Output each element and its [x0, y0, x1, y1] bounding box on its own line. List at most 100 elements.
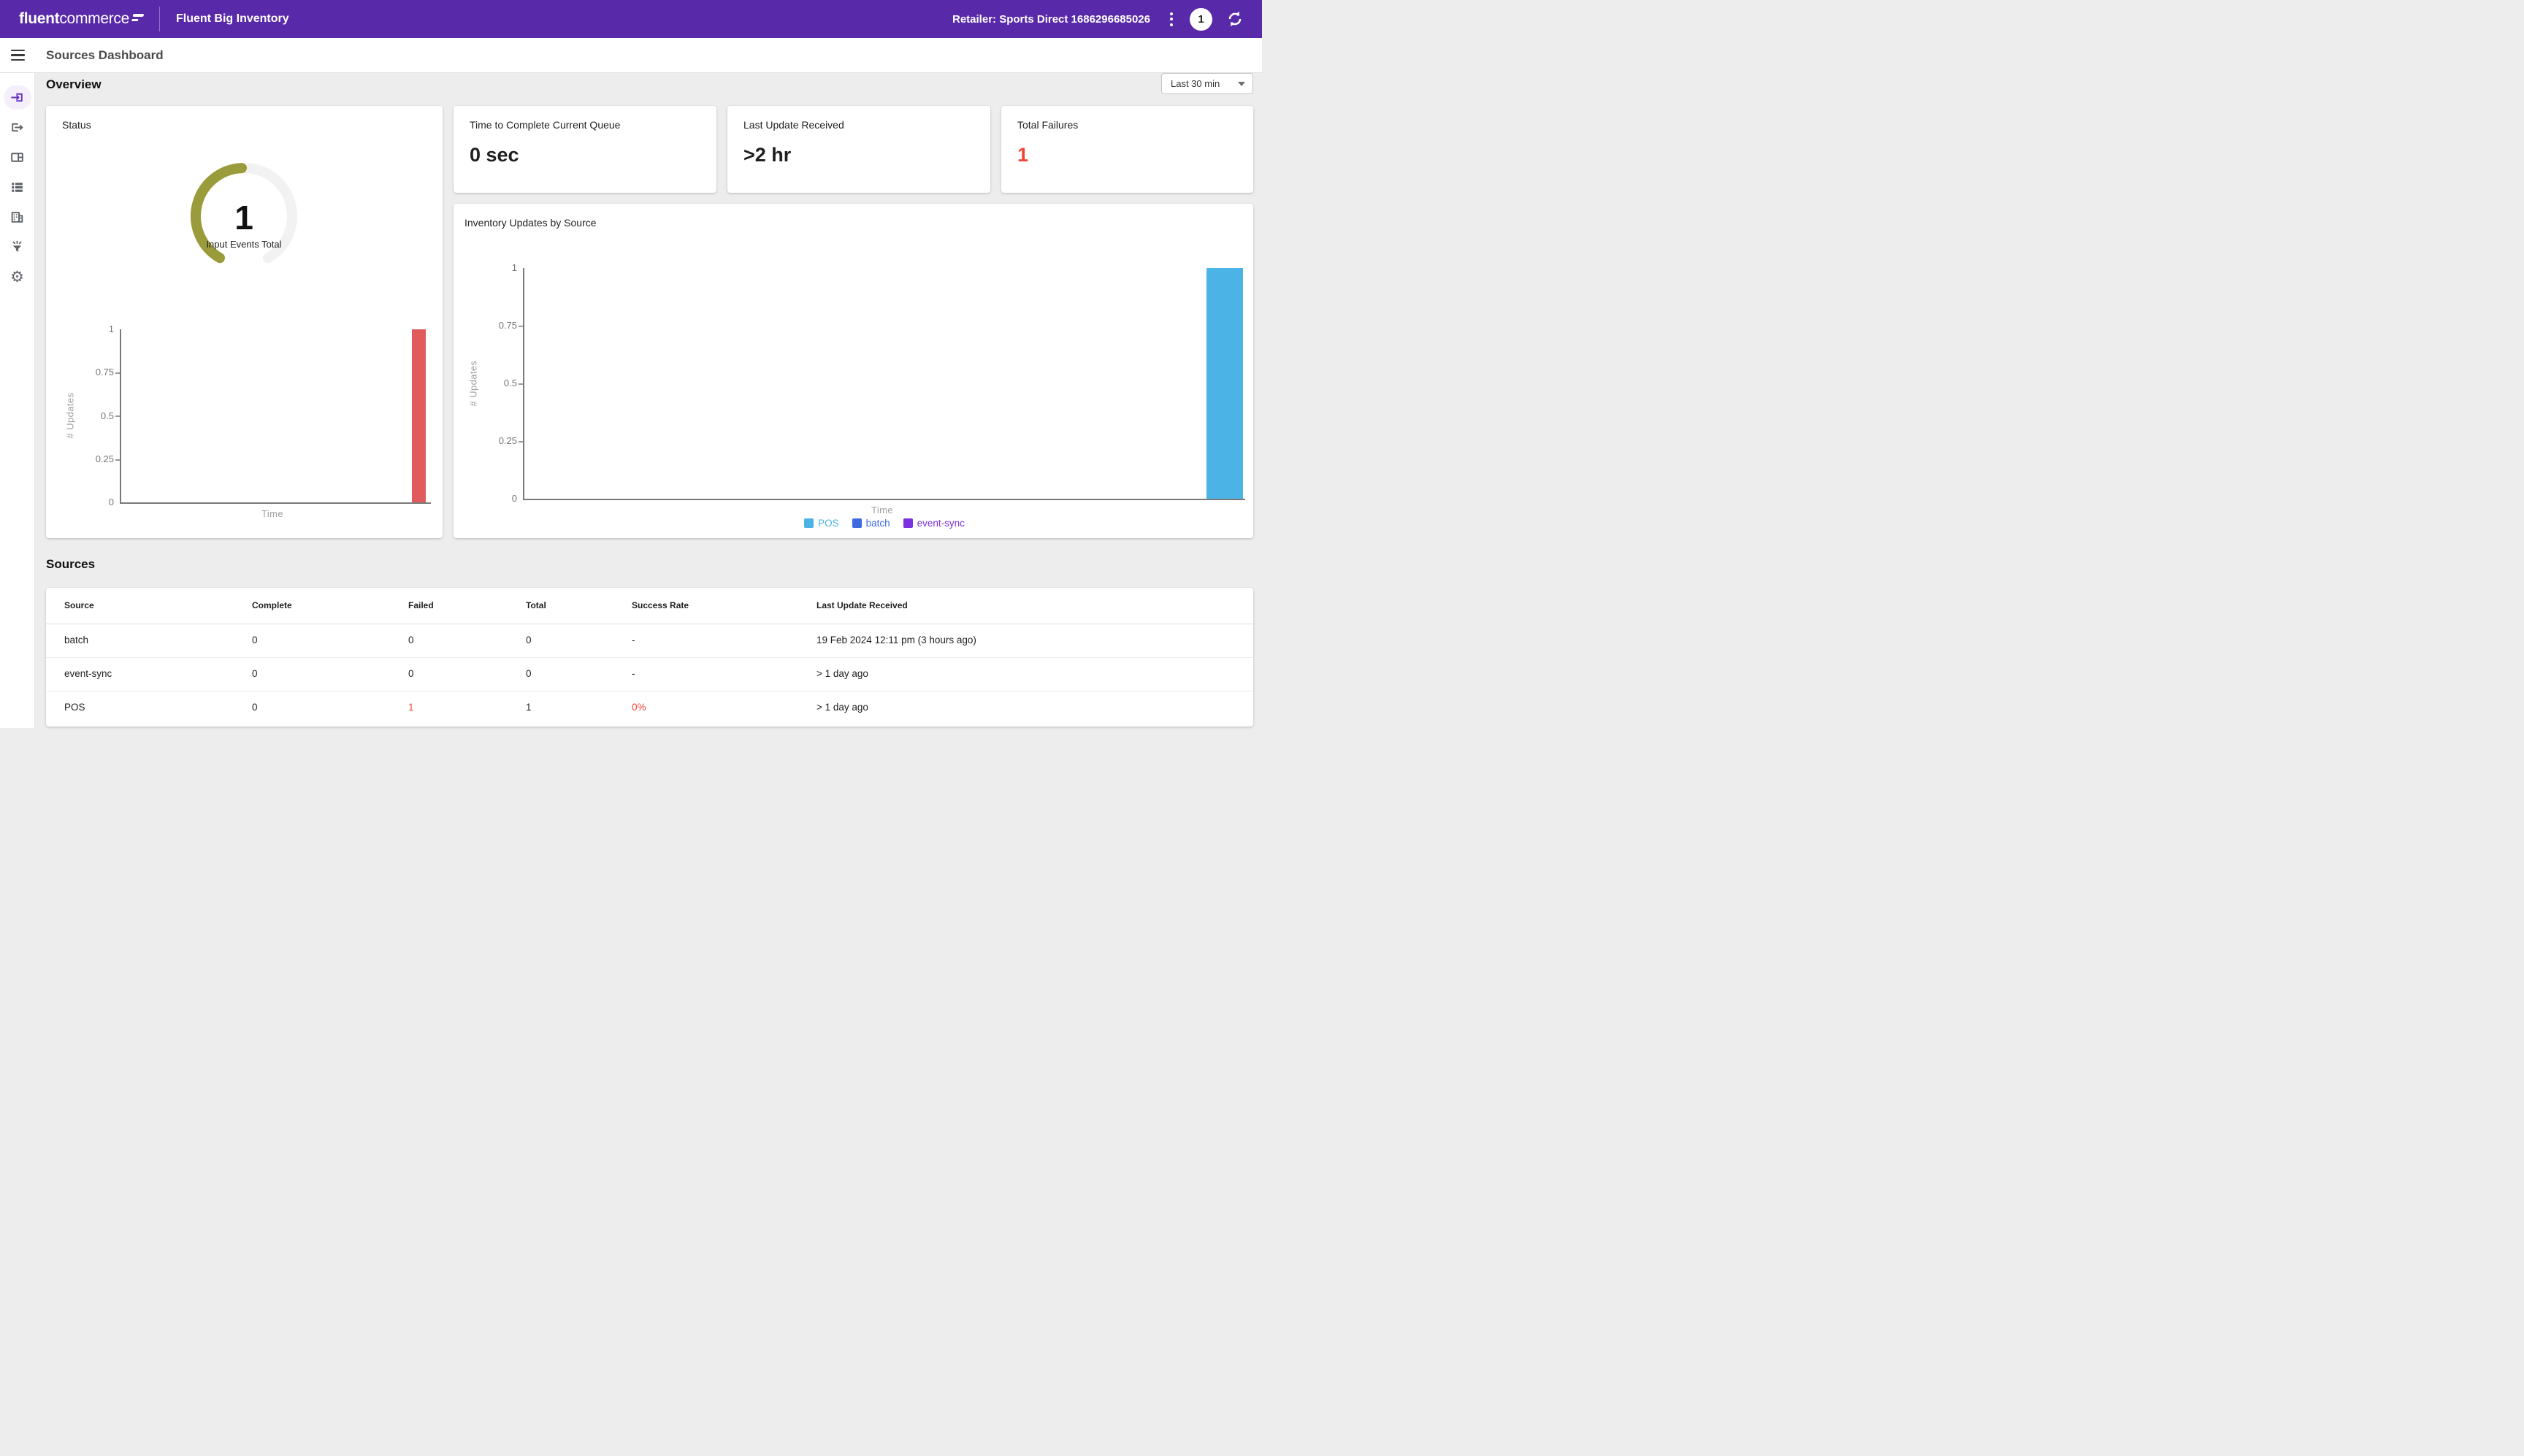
- column-header-source: Source: [64, 600, 94, 610]
- column-header-failed: Failed: [408, 600, 434, 610]
- gauge-label: Input Events Total: [206, 239, 282, 250]
- stat-card-title: Last Update Received: [743, 119, 844, 131]
- legend-item-event-sync[interactable]: event-sync: [903, 518, 965, 529]
- app-header: fluent commerce Fluent Big Inventory Ret…: [0, 0, 1262, 38]
- menu-icon[interactable]: [0, 49, 35, 61]
- stat-card-last-update: Last Update Received >2 hr: [727, 106, 990, 193]
- mini-tick: 0.25: [95, 453, 114, 464]
- gauge-value: 1: [234, 199, 253, 237]
- chart-ylabel: # Updates: [467, 360, 479, 407]
- legend-label: POS: [818, 518, 839, 529]
- cell-failed: 0: [408, 668, 414, 679]
- mini-tick: 0.75: [95, 367, 114, 378]
- legend-item-pos[interactable]: POS: [804, 518, 839, 529]
- settings-icon: ⚙: [10, 269, 24, 286]
- cell-complete: 0: [252, 702, 258, 713]
- mini-chart-xlabel: Time: [261, 508, 284, 519]
- pos-updates-bar: [1206, 268, 1243, 499]
- chevron-down-icon: [1238, 81, 1245, 86]
- table-row-event-sync: event-sync 0 0 0 - > 1 day ago: [46, 658, 1253, 691]
- legend-swatch: [852, 518, 862, 528]
- sidebar-item-input-events[interactable]: [3, 83, 32, 112]
- legend-label: batch: [865, 518, 890, 529]
- cell-source: batch: [64, 635, 89, 645]
- sidebar-item-list[interactable]: [3, 172, 32, 202]
- column-header-complete: Complete: [252, 600, 292, 610]
- time-range-dropdown[interactable]: Last 30 min: [1161, 73, 1253, 94]
- sidebar-item-organization[interactable]: [3, 202, 32, 232]
- building-icon: [11, 212, 23, 223]
- header-divider: [158, 7, 160, 31]
- cell-source: event-sync: [64, 668, 112, 679]
- cell-last-update: > 1 day ago: [817, 668, 868, 679]
- time-range-value: Last 30 min: [1171, 78, 1220, 89]
- cell-success-rate: -: [632, 668, 635, 679]
- stat-card-value: >2 hr: [743, 144, 792, 166]
- cell-source: POS: [64, 702, 85, 713]
- app-title: Fluent Big Inventory: [175, 12, 289, 25]
- cell-last-update: 19 Feb 2024 12:11 pm (3 hours ago): [817, 635, 976, 645]
- table-header-row: Source Complete Failed Total Success Rat…: [46, 588, 1253, 624]
- fluentcommerce-logo: fluent commerce: [19, 10, 145, 28]
- retailer-label: Retailer: Sports Direct 1686296685026: [952, 12, 1150, 26]
- sidebar-item-output-events[interactable]: [3, 112, 32, 142]
- sources-heading: Sources: [46, 557, 96, 571]
- logo-text-light: commerce: [59, 10, 129, 27]
- mini-chart-ylabel: # Updates: [64, 392, 76, 439]
- status-card-title: Status: [62, 119, 91, 131]
- output-arrow-icon: [12, 123, 23, 132]
- column-header-total: Total: [526, 600, 546, 610]
- cell-last-update: > 1 day ago: [817, 702, 868, 713]
- cell-total: 0: [526, 668, 532, 679]
- input-events-gauge: 1 Input Events Total: [182, 154, 306, 278]
- cell-total: 1: [526, 702, 532, 713]
- logo-text-bold: fluent: [19, 10, 60, 27]
- legend-item-batch[interactable]: batch: [852, 518, 890, 529]
- refresh-icon[interactable]: [1225, 9, 1244, 28]
- sidebar-item-filter[interactable]: [3, 232, 32, 262]
- chart-legend: POS batch event-sync: [523, 518, 1246, 529]
- chart-tick: 0.5: [503, 378, 517, 388]
- funnel-icon: [12, 240, 22, 252]
- cell-complete: 0: [252, 668, 258, 679]
- cell-complete: 0: [252, 635, 258, 645]
- chart-title: Inventory Updates by Source: [464, 217, 597, 229]
- mini-tick: 1: [108, 323, 114, 334]
- mini-chart-bar: [412, 329, 426, 502]
- column-header-last-update: Last Update Received: [817, 600, 908, 610]
- stat-card-value: 0 sec: [470, 144, 519, 166]
- sidebar-item-dashboard[interactable]: [3, 142, 32, 172]
- stat-card-title: Time to Complete Current Queue: [470, 119, 621, 131]
- stat-card-value: 1: [1017, 144, 1029, 166]
- page-title: Sources Dashboard: [46, 47, 164, 62]
- sidebar: ⚙: [0, 73, 35, 728]
- cell-failed: 1: [408, 702, 414, 713]
- table-row-batch: batch 0 0 0 - 19 Feb 2024 12:11 pm (3 ho…: [46, 624, 1253, 658]
- status-card: Status 1 Input Events Total # Updates 1 …: [46, 106, 443, 538]
- legend-label: event-sync: [917, 518, 965, 529]
- legend-swatch: [804, 518, 814, 528]
- overflow-menu-icon[interactable]: [1163, 8, 1179, 30]
- notification-badge[interactable]: 1: [1190, 7, 1212, 31]
- table-row-pos: POS 0 1 1 0% > 1 day ago: [46, 691, 1253, 725]
- cell-success-rate: -: [632, 635, 635, 645]
- dashboard-card-icon: [11, 153, 23, 162]
- chart-tick: 1: [511, 262, 517, 273]
- logo-mark-icon: [131, 12, 146, 23]
- chart-tick: 0.25: [498, 435, 517, 446]
- page-toolbar: Sources Dashboard: [0, 38, 1262, 73]
- chart-xlabel: Time: [871, 505, 894, 516]
- column-header-success-rate: Success Rate: [632, 600, 689, 610]
- input-arrow-icon: [11, 93, 23, 102]
- chart-tick: 0.75: [498, 320, 517, 331]
- sidebar-item-settings[interactable]: ⚙: [3, 262, 32, 292]
- legend-swatch: [903, 518, 913, 528]
- stat-card-queue-time: Time to Complete Current Queue 0 sec: [454, 106, 716, 193]
- mini-tick: 0: [108, 497, 114, 507]
- stat-card-total-failures: Total Failures 1: [1001, 106, 1253, 193]
- chart-tick: 0: [511, 493, 517, 504]
- overview-heading: Overview: [46, 77, 102, 91]
- cell-failed: 0: [408, 635, 414, 645]
- inventory-updates-chart-card: Inventory Updates by Source # Updates 1 …: [454, 204, 1253, 538]
- mini-tick: 0.5: [100, 410, 114, 421]
